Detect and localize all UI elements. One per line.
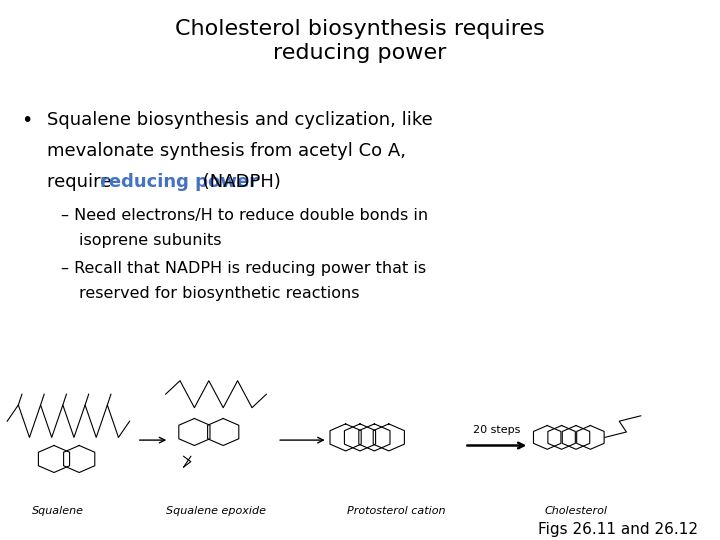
Text: require: require bbox=[47, 173, 117, 191]
Text: isoprene subunits: isoprene subunits bbox=[79, 233, 222, 247]
Text: Cholesterol biosynthesis requires
reducing power: Cholesterol biosynthesis requires reduci… bbox=[175, 19, 545, 63]
Text: Figs 26.11 and 26.12: Figs 26.11 and 26.12 bbox=[539, 522, 698, 537]
Text: – Need electrons/H to reduce double bonds in: – Need electrons/H to reduce double bond… bbox=[61, 208, 428, 223]
Text: – Recall that NADPH is reducing power that is: – Recall that NADPH is reducing power th… bbox=[61, 261, 426, 276]
Text: Cholesterol: Cholesterol bbox=[544, 505, 608, 516]
Text: Protosterol cation: Protosterol cation bbox=[347, 505, 445, 516]
Text: Squalene: Squalene bbox=[32, 505, 84, 516]
Text: reserved for biosynthetic reactions: reserved for biosynthetic reactions bbox=[79, 286, 360, 301]
Text: (NADPH): (NADPH) bbox=[197, 173, 281, 191]
Text: •: • bbox=[22, 111, 33, 130]
Text: mevalonate synthesis from acetyl Co A,: mevalonate synthesis from acetyl Co A, bbox=[47, 142, 406, 160]
Text: Squalene epoxide: Squalene epoxide bbox=[166, 505, 266, 516]
Text: Squalene biosynthesis and cyclization, like: Squalene biosynthesis and cyclization, l… bbox=[47, 111, 433, 129]
Text: 20 steps: 20 steps bbox=[473, 424, 521, 435]
Text: reducing power: reducing power bbox=[100, 173, 258, 191]
